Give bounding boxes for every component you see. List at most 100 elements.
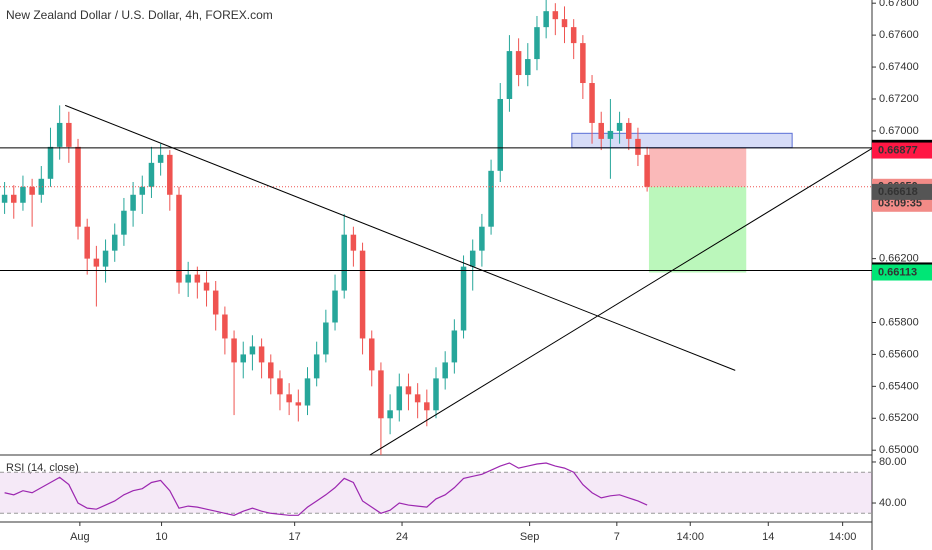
- candle-body: [38, 178, 45, 195]
- price-tag: [872, 142, 932, 159]
- candle-body: [424, 402, 430, 411]
- y-tick-label: 0.65200: [879, 412, 919, 424]
- zone: [648, 186, 747, 273]
- candle-body: [469, 250, 476, 267]
- candle-body: [56, 122, 63, 147]
- candle-body: [488, 170, 494, 227]
- x-tick-label: Aug: [70, 531, 90, 543]
- candle-body: [102, 250, 109, 267]
- y-tick-label: 0.67400: [879, 61, 919, 73]
- candle-body: [396, 386, 403, 411]
- candle-body: [11, 194, 17, 203]
- y-tick-label: 0.65600: [879, 348, 919, 360]
- candle-body: [644, 154, 650, 187]
- candle-body: [185, 274, 191, 283]
- candle-body: [561, 19, 568, 28]
- x-tick-label: 14:00: [676, 531, 704, 543]
- x-tick-label: 14: [762, 531, 774, 543]
- candle-body: [534, 27, 540, 60]
- candle-body: [84, 226, 90, 259]
- y-tick-label: 0.65400: [879, 380, 919, 392]
- candle-body: [607, 130, 614, 139]
- candle-body: [359, 250, 366, 339]
- candle-body: [139, 186, 146, 195]
- candle-body: [222, 314, 228, 339]
- chart-title: New Zealand Dollar / U.S. Dollar, 4h, FO…: [6, 8, 273, 22]
- candle-body: [479, 226, 485, 251]
- candle-body: [277, 378, 283, 395]
- candle-body: [378, 370, 384, 419]
- candle-body: [203, 282, 210, 291]
- y-tick-label: 0.66200: [879, 253, 919, 265]
- zone: [571, 132, 793, 149]
- rsi-y-tick-label: 80.00: [879, 456, 907, 468]
- candle-body: [368, 338, 375, 371]
- rsi-label: RSI (14, close): [6, 462, 79, 474]
- candle-body: [616, 122, 623, 131]
- candle-body: [268, 362, 274, 379]
- candle-body: [543, 11, 549, 28]
- y-tick-label: 0.65000: [879, 444, 919, 456]
- candle-body: [258, 346, 265, 363]
- candle-body: [341, 234, 347, 291]
- candle-body: [231, 338, 237, 363]
- candle-body: [111, 234, 118, 251]
- candle-body: [148, 162, 155, 187]
- price-tag-label: 03:09:35: [878, 198, 922, 210]
- candle-body: [130, 194, 136, 211]
- price-tag-label: 0.66877: [878, 144, 918, 156]
- candle-body: [313, 354, 320, 379]
- candle-body: [626, 122, 632, 139]
- candle-body: [525, 59, 531, 76]
- y-tick-label: 0.67600: [879, 29, 919, 41]
- candle-body: [157, 154, 164, 163]
- x-tick-label: 24: [396, 531, 408, 543]
- candle-body: [350, 234, 357, 251]
- rsi-y-tick-label: 40.00: [879, 497, 907, 509]
- x-tick-label: 14:00: [829, 531, 857, 543]
- candle-body: [47, 146, 54, 179]
- candle-body: [93, 258, 100, 267]
- candle-body: [240, 354, 246, 363]
- candle-body: [497, 98, 504, 171]
- candle-body: [66, 122, 72, 147]
- candle-body: [323, 322, 329, 355]
- candle-body: [442, 362, 448, 379]
- price-tag-label: 0.66113: [878, 266, 917, 278]
- candle-body: [212, 290, 219, 315]
- candle-body: [295, 402, 302, 406]
- y-tick-label: 0.67200: [879, 93, 919, 105]
- candle-body: [332, 290, 338, 323]
- rsi-line: [4, 462, 648, 516]
- rsi-band: [0, 472, 872, 514]
- candle-body: [552, 11, 559, 20]
- x-tick-label: 7: [614, 531, 620, 543]
- candle-body: [451, 330, 458, 363]
- candle-body: [304, 378, 311, 406]
- trend-line: [369, 148, 873, 456]
- candle-body: [249, 346, 256, 355]
- candle-body: [194, 274, 201, 283]
- candle-body: [20, 186, 26, 203]
- price-tag: [872, 264, 932, 281]
- candle-body: [570, 27, 577, 44]
- candle-body: [460, 266, 467, 331]
- x-tick-label: Sep: [520, 531, 540, 543]
- candle-body: [1, 194, 8, 203]
- y-tick-label: 0.67000: [879, 125, 919, 137]
- candle-body: [121, 210, 127, 235]
- candle-body: [286, 394, 292, 403]
- zone: [648, 147, 747, 187]
- candle-body: [598, 122, 604, 139]
- candle-body: [176, 194, 182, 283]
- candle-body: [433, 378, 439, 411]
- candle-body: [414, 394, 421, 403]
- price-tag: [872, 183, 932, 200]
- x-tick-label: 10: [155, 531, 167, 543]
- candle-body: [405, 386, 412, 395]
- y-tick-label: 0.67800: [879, 0, 919, 9]
- trend-line: [64, 104, 736, 371]
- candle-body: [387, 410, 393, 419]
- candle-body: [506, 51, 513, 99]
- y-tick-label: 0.65800: [879, 316, 919, 328]
